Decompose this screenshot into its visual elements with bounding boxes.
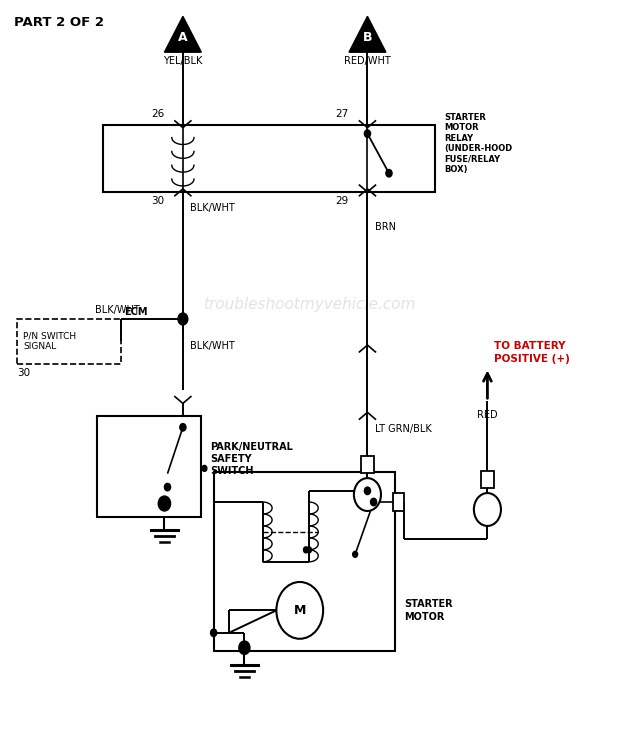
Bar xyxy=(17,319,121,364)
Circle shape xyxy=(307,547,311,553)
Bar xyxy=(362,457,374,473)
Text: YEL/BLK: YEL/BLK xyxy=(163,56,203,66)
Text: 30: 30 xyxy=(17,368,30,377)
Text: BRN: BRN xyxy=(375,222,396,232)
Text: RED/WHT: RED/WHT xyxy=(344,56,391,66)
Circle shape xyxy=(180,424,186,431)
Circle shape xyxy=(371,498,377,506)
Text: BLK/WHT: BLK/WHT xyxy=(190,203,235,213)
Text: P/N SWITCH
SIGNAL: P/N SWITCH SIGNAL xyxy=(23,332,76,352)
Text: TO BATTERY
POSITIVE (+): TO BATTERY POSITIVE (+) xyxy=(494,341,569,364)
Text: troubleshootmyvehicle.com: troubleshootmyvehicle.com xyxy=(203,296,415,311)
Circle shape xyxy=(164,483,171,490)
Circle shape xyxy=(303,547,308,553)
Text: 30: 30 xyxy=(151,196,164,206)
Bar xyxy=(481,472,494,488)
Text: BLK/WHT: BLK/WHT xyxy=(190,341,235,352)
Circle shape xyxy=(365,487,371,494)
Circle shape xyxy=(211,629,217,637)
Circle shape xyxy=(353,551,358,557)
Text: 27: 27 xyxy=(336,109,349,118)
Circle shape xyxy=(239,641,250,655)
Text: BLK/WHT: BLK/WHT xyxy=(95,305,140,315)
Polygon shape xyxy=(349,16,386,53)
Circle shape xyxy=(276,582,323,639)
Bar xyxy=(214,472,395,652)
Circle shape xyxy=(354,478,381,511)
Circle shape xyxy=(158,496,171,511)
Polygon shape xyxy=(164,16,201,53)
Bar xyxy=(103,124,435,192)
Circle shape xyxy=(386,170,392,177)
Circle shape xyxy=(365,130,371,137)
Text: 29: 29 xyxy=(336,196,349,206)
Text: STARTER
MOTOR
RELAY
(UNDER-HOOD
FUSE/RELAY
BOX): STARTER MOTOR RELAY (UNDER-HOOD FUSE/REL… xyxy=(444,112,512,174)
Bar xyxy=(97,416,201,517)
Circle shape xyxy=(202,466,207,472)
Text: PART 2 OF 2: PART 2 OF 2 xyxy=(14,16,104,29)
Text: RED: RED xyxy=(477,410,497,420)
Text: ECM: ECM xyxy=(124,308,148,317)
Text: LT GRN/BLK: LT GRN/BLK xyxy=(375,424,431,433)
Circle shape xyxy=(178,313,188,325)
Text: M: M xyxy=(294,604,306,616)
Text: 26: 26 xyxy=(151,109,164,118)
Text: A: A xyxy=(178,32,188,44)
Text: STARTER
MOTOR: STARTER MOTOR xyxy=(404,599,453,622)
Text: B: B xyxy=(363,32,372,44)
Bar xyxy=(393,493,404,511)
Circle shape xyxy=(474,493,501,526)
Text: PARK/NEUTRAL
SAFETY
SWITCH: PARK/NEUTRAL SAFETY SWITCH xyxy=(211,442,294,476)
